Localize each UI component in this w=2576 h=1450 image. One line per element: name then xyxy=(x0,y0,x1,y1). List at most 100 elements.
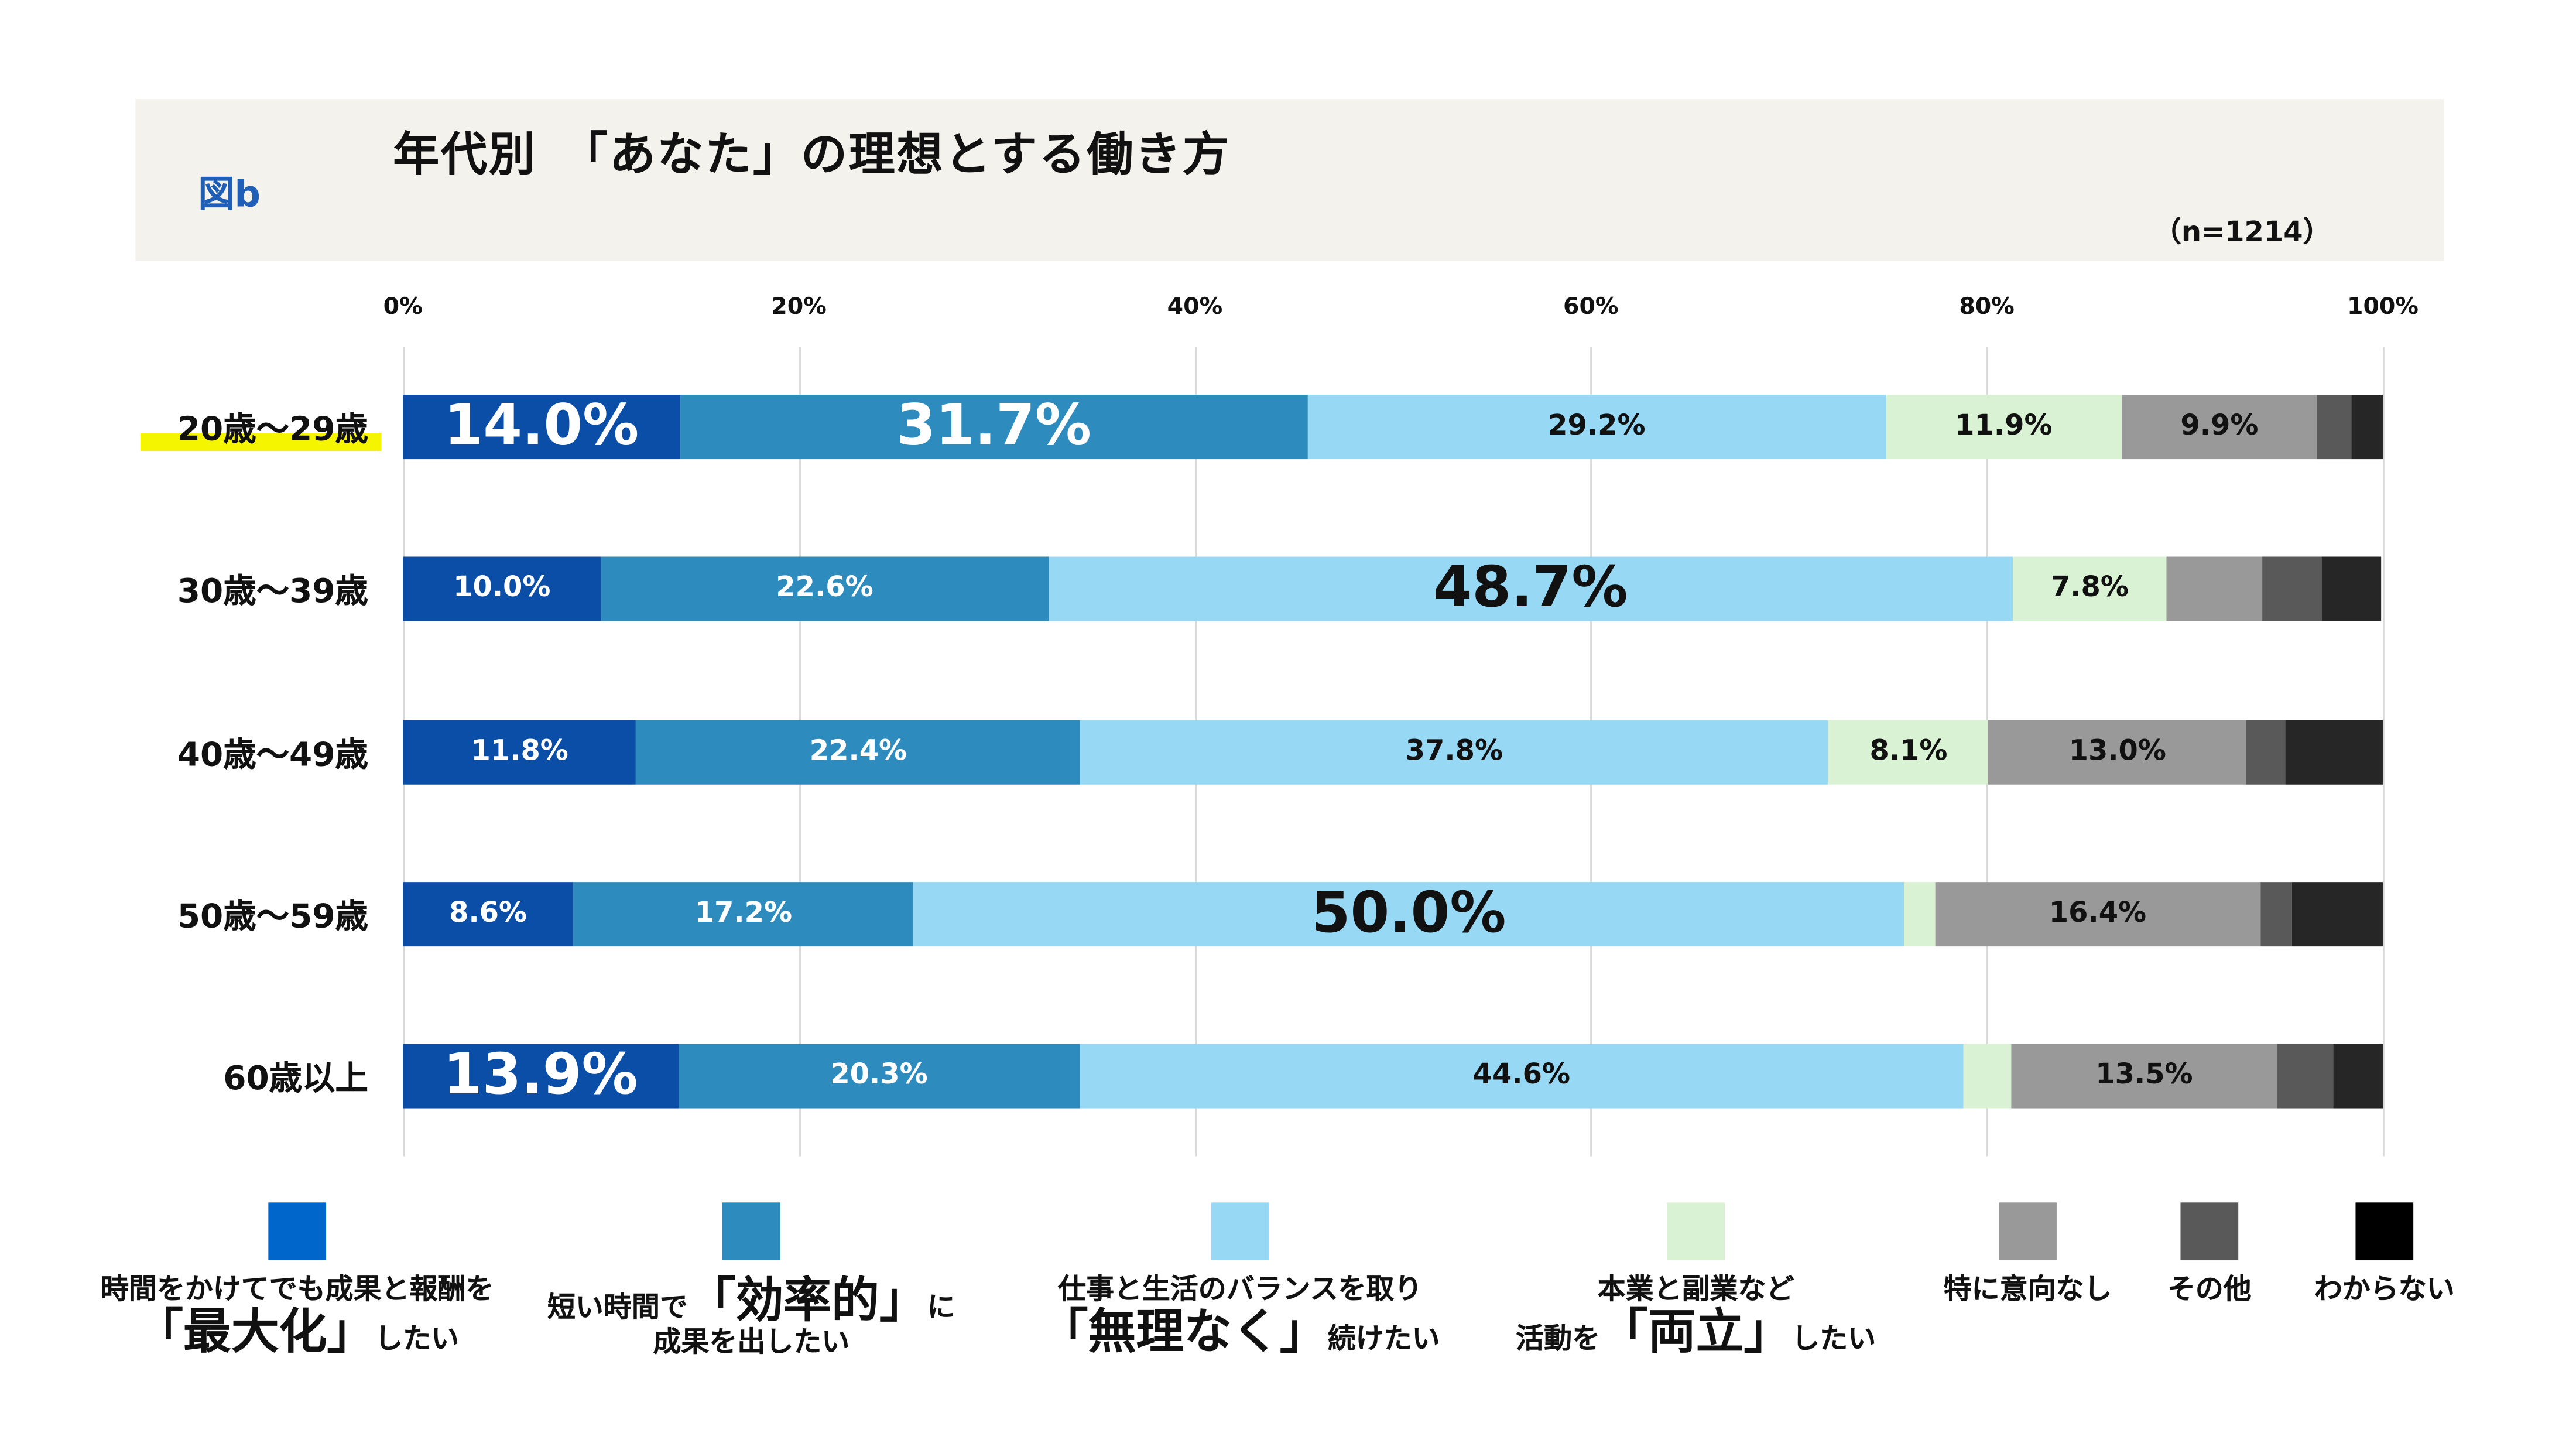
category-label: 40歳～49歳 xyxy=(177,734,368,774)
data-label: 7.8% xyxy=(2050,571,2129,605)
figure-label: 図b xyxy=(198,175,261,217)
legend-text-part: 本業と副業など xyxy=(1597,1273,1794,1307)
legend-line: わからない xyxy=(2314,1274,2455,1306)
bar-segment: 22.4% xyxy=(636,719,1080,784)
legend-swatch xyxy=(1999,1202,2057,1261)
category-label: 30歳～39歳 xyxy=(177,570,368,611)
bar-segment xyxy=(2262,556,2322,621)
legend-text-part: 特に意向なし xyxy=(1943,1273,2112,1307)
bar-segment: 16.4% xyxy=(1935,881,2260,946)
legend-swatch xyxy=(722,1202,780,1261)
legend-text-part: に xyxy=(927,1291,955,1325)
data-label: 8.6% xyxy=(449,897,527,930)
legend-line: 活動を「両立」したい xyxy=(1516,1304,1876,1359)
legend-label: わからない xyxy=(2314,1274,2455,1306)
data-label: 31.7% xyxy=(896,394,1091,459)
legend-swatch xyxy=(2180,1202,2239,1261)
legend-line: その他 xyxy=(2167,1273,2252,1307)
x-tick-label: 20% xyxy=(771,294,827,321)
data-label: 8.1% xyxy=(1869,735,1948,768)
legend-swatch xyxy=(1211,1202,1269,1261)
bar-segment: 13.9% xyxy=(403,1043,679,1108)
data-label: 48.7% xyxy=(1433,556,1628,621)
header-band: 図b 年代別 「あなた」の理想とする働き方 （n=1214） xyxy=(135,99,2444,261)
data-label: 22.4% xyxy=(809,735,907,768)
legend-line: 短い時間で「効率的」に xyxy=(547,1271,955,1328)
x-tick-label: 80% xyxy=(1959,294,2015,321)
bar-segment: 10.0% xyxy=(403,556,601,621)
bar-segment xyxy=(2260,881,2292,946)
bar-segment: 37.8% xyxy=(1080,719,1829,784)
legend-line: 仕事と生活のバランスを取り xyxy=(1040,1273,1440,1307)
legend-text-part: 続けたい xyxy=(1327,1322,1440,1356)
data-label: 14.0% xyxy=(444,394,639,459)
bar-segment: 14.0% xyxy=(403,394,680,459)
legend-text-part: 時間をかけてでも成果と報酬を xyxy=(101,1273,494,1307)
legend-swatch xyxy=(268,1202,327,1261)
gridline xyxy=(2382,347,2385,1157)
legend-swatch xyxy=(2355,1202,2414,1261)
category-label: 20歳～29歳 xyxy=(177,409,368,449)
legend-swatch xyxy=(1667,1202,1725,1261)
data-label: 29.2% xyxy=(1548,409,1646,443)
legend-label: 仕事と生活のバランスを取り 「無理なく」続けたい xyxy=(1040,1273,1440,1359)
legend-text-part: したい xyxy=(375,1322,460,1356)
x-tick-label: 40% xyxy=(1167,294,1223,321)
bar-segment xyxy=(2333,1043,2383,1108)
data-label: 37.8% xyxy=(1405,735,1503,768)
bar-segment xyxy=(1963,1043,2011,1108)
legend-line: 本業と副業など xyxy=(1516,1273,1876,1307)
x-tick-label: 100% xyxy=(2347,294,2419,321)
bar-segment: 8.1% xyxy=(1828,719,1989,784)
legend-text-part: 「両立」 xyxy=(1600,1302,1792,1359)
bar-segment xyxy=(2277,1043,2334,1108)
bar-segment: 13.0% xyxy=(1988,719,2246,784)
category-label: 50歳～59歳 xyxy=(177,896,368,936)
bar-segment xyxy=(2286,719,2383,784)
highlight-marker xyxy=(140,432,382,451)
bar-segment: 13.5% xyxy=(2010,1043,2278,1108)
bar-segment xyxy=(1903,881,1936,946)
legend-label: 特に意向なし xyxy=(1943,1273,2112,1307)
legend-text-part: 活動を xyxy=(1516,1322,1601,1356)
bar-segment: 48.7% xyxy=(1048,556,2013,621)
data-label: 13.9% xyxy=(443,1043,638,1108)
data-label: 13.0% xyxy=(2068,735,2166,768)
bar-segment: 44.6% xyxy=(1080,1043,1964,1108)
bar-segment xyxy=(2321,556,2381,621)
legend-text-part: 成果を出したい xyxy=(653,1326,850,1359)
bar-segment xyxy=(2351,394,2383,459)
data-label: 11.8% xyxy=(471,735,568,768)
data-label: 50.0% xyxy=(1311,881,1506,946)
bar-segment xyxy=(2246,719,2286,784)
legend-text-part: 「最大化」 xyxy=(135,1302,375,1359)
legend-text-part: 「無理なく」 xyxy=(1040,1302,1328,1359)
legend-text-part: その他 xyxy=(2167,1273,2252,1307)
bar-segment: 17.2% xyxy=(573,881,914,946)
legend-label: その他 xyxy=(2167,1273,2252,1307)
data-label: 17.2% xyxy=(694,897,793,930)
sample-size: （n=1214） xyxy=(2153,216,2331,249)
bar-segment: 31.7% xyxy=(680,394,1308,459)
legend-line: 成果を出したい xyxy=(547,1326,955,1359)
data-label: 9.9% xyxy=(2180,409,2259,443)
data-label: 22.6% xyxy=(776,571,873,605)
bar-segment: 20.3% xyxy=(678,1043,1080,1108)
legend-line: 「最大化」したい xyxy=(101,1304,494,1359)
legend-label: 短い時間で「効率的」に 成果を出したい xyxy=(547,1271,955,1359)
bar-segment xyxy=(2317,394,2351,459)
bar-segment xyxy=(2291,881,2383,946)
legend-text-part: 短い時間で xyxy=(547,1291,688,1325)
bar-segment: 8.6% xyxy=(403,881,574,946)
data-label: 11.9% xyxy=(1955,409,2053,443)
bar-segment: 22.6% xyxy=(601,556,1049,621)
legend-text-part: 仕事と生活のバランスを取り xyxy=(1057,1273,1423,1307)
legend-label: 時間をかけてでも成果と報酬を 「最大化」したい xyxy=(101,1273,494,1359)
bar-segment: 11.9% xyxy=(1886,394,2122,459)
legend-line: 時間をかけてでも成果と報酬を xyxy=(101,1273,494,1307)
x-tick-label: 60% xyxy=(1563,294,1619,321)
bar-segment: 7.8% xyxy=(2012,556,2167,621)
x-tick-label: 0% xyxy=(383,294,423,321)
legend-text-part: 「効率的」 xyxy=(687,1271,927,1328)
